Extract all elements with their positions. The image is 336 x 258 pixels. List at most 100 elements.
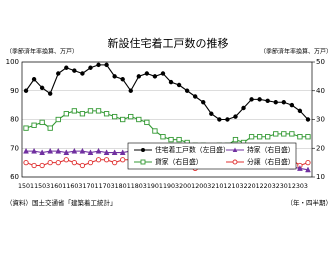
point (168, 79, 174, 85)
point (79, 147, 86, 154)
point (95, 108, 102, 114)
x-tick-label: 2101 (211, 183, 227, 190)
point (273, 100, 278, 105)
point (47, 125, 53, 131)
point (63, 157, 69, 163)
x-tick-label: 1903 (163, 183, 179, 190)
source-note: （資料）国土交通省「建築着工統計」 (6, 198, 117, 207)
x-tick-label: 2201 (244, 183, 260, 190)
point (47, 91, 53, 96)
point (23, 88, 29, 93)
x-tick-label: 2003 (195, 183, 211, 190)
y2-tick-label: 30 (316, 116, 325, 124)
point (103, 157, 110, 163)
x-tick-label: 1701 (82, 183, 98, 190)
x-tick-label: 1901 (147, 183, 163, 190)
point (71, 147, 78, 154)
point (39, 85, 45, 91)
point (80, 71, 85, 76)
point (112, 74, 117, 79)
point (184, 88, 190, 93)
legend-label: 持家（右目盛） (247, 145, 295, 154)
x-tick-label: 1601 (50, 183, 66, 190)
point (217, 117, 222, 122)
legend-label: 分譲（右目盛） (247, 157, 295, 166)
plot-frame (21, 61, 313, 178)
point (249, 97, 254, 102)
point (39, 162, 45, 169)
point (225, 117, 230, 122)
point (79, 162, 86, 169)
x-tick-label: 1503 (34, 183, 50, 190)
point (160, 134, 166, 140)
y-tick-label: 60 (10, 173, 19, 181)
point (87, 159, 94, 166)
point (111, 159, 118, 166)
point (120, 157, 126, 163)
point (289, 102, 295, 108)
point (297, 108, 303, 114)
point (111, 113, 118, 120)
legend-marker (141, 148, 145, 152)
point (168, 136, 174, 143)
x-tick-label: 1801 (115, 183, 131, 190)
point (176, 136, 182, 143)
point (136, 116, 142, 123)
x-tick-label: 1603 (66, 183, 82, 190)
point (55, 159, 61, 166)
point (63, 149, 70, 156)
point (273, 131, 279, 137)
point (56, 71, 61, 76)
point (55, 147, 62, 154)
point (23, 147, 29, 154)
x-tick-label: 1803 (131, 183, 147, 190)
point (87, 108, 94, 114)
point (87, 149, 94, 156)
point (201, 100, 206, 105)
point (281, 100, 287, 105)
point (39, 149, 46, 156)
point (104, 62, 109, 68)
x-tick-label: 2203 (260, 183, 276, 190)
point (88, 65, 93, 70)
point (233, 114, 238, 119)
x-tick-label: 1501 (18, 183, 34, 190)
point (120, 77, 125, 82)
y2-tick-label: 10 (316, 173, 325, 181)
point (297, 134, 303, 140)
point (176, 82, 182, 88)
y-tick-label: 70 (10, 144, 19, 152)
legend-marker (140, 159, 146, 165)
point (71, 108, 78, 114)
point (31, 77, 37, 82)
point (103, 111, 110, 117)
point (305, 159, 311, 166)
point (160, 71, 166, 76)
point (39, 119, 45, 126)
y2-tick-label: 40 (316, 87, 325, 95)
y-tick-label: 100 (6, 58, 19, 66)
y-tick-label: 80 (10, 116, 19, 124)
point (265, 98, 270, 104)
point (257, 97, 262, 102)
y2-axis-label: （季節済年率換算、万戸） (260, 48, 332, 56)
point (209, 111, 214, 116)
point (23, 125, 29, 131)
point (31, 162, 37, 169)
point (128, 88, 133, 93)
legend-label: 住宅着工戸数（左目盛） (155, 145, 230, 154)
point (120, 116, 126, 123)
point (95, 147, 102, 154)
x-tick-label: 2301 (276, 183, 292, 190)
x-tick-label: 2103 (227, 183, 243, 190)
point (152, 74, 158, 79)
point (281, 131, 287, 137)
point (289, 131, 295, 137)
point (31, 122, 37, 128)
point (79, 111, 86, 117)
point (119, 149, 126, 156)
point (72, 68, 77, 73)
x-tick-label: 1703 (99, 183, 115, 190)
point (232, 136, 239, 143)
